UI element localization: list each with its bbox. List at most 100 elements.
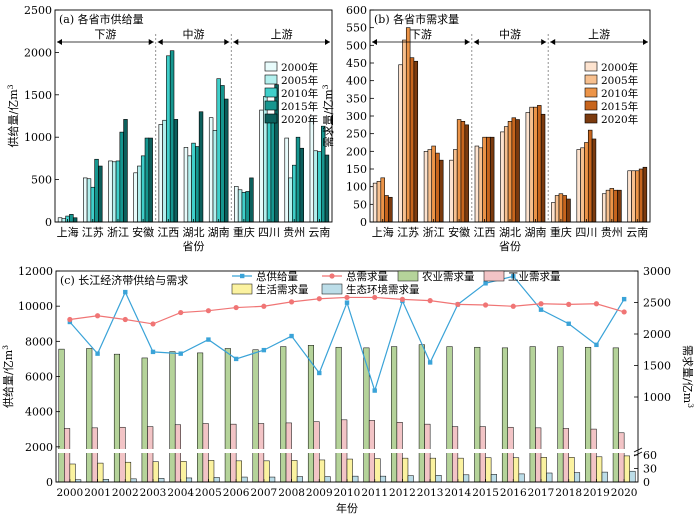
y-tick-label: 1000 <box>24 131 52 144</box>
y-axis-title: 供给量/亿m3 <box>1 345 16 408</box>
x-tick-label: 云南 <box>308 226 330 239</box>
bar-2005年 <box>288 177 293 223</box>
x-tick-label: 2007 <box>250 487 277 499</box>
bar-农业需求量 <box>197 352 204 483</box>
legend-marker <box>240 273 245 279</box>
legend-label: 生态环境需求量 <box>346 283 420 296</box>
x-tick-label: 2006 <box>223 487 250 499</box>
bar-2020年 <box>617 189 622 223</box>
marker-总供给量 <box>483 281 488 286</box>
axis-break <box>57 449 637 453</box>
bar-生活需求量 <box>69 463 76 483</box>
bar-2005年 <box>631 170 636 223</box>
bar-生态环境需求量 <box>407 475 414 483</box>
bar-2000年 <box>372 182 378 223</box>
arrow-head <box>148 39 154 45</box>
legend-swatch <box>264 100 278 111</box>
bar-2000年 <box>423 151 429 223</box>
marker-总供给量 <box>178 351 183 356</box>
bar-生活需求量 <box>235 460 242 483</box>
y-right-tick-label: 3000 <box>643 265 671 278</box>
bar-生活需求量 <box>346 458 353 483</box>
panel-title: (b) 各省市需求量 <box>374 12 459 26</box>
arrow-head <box>372 39 377 45</box>
y-tick-label: 600 <box>346 4 367 17</box>
marker-总供给量 <box>594 342 599 348</box>
bar-2010年 <box>90 186 95 223</box>
x-tick-label: 安徽 <box>132 225 154 239</box>
bar-工业需求量 <box>562 428 569 483</box>
y-tick-label: 300 <box>346 110 367 123</box>
bar-农业需求量 <box>474 346 481 483</box>
marker-总供给量 <box>621 296 627 302</box>
region-label: 上游 <box>588 28 610 41</box>
legend-label: 总需求量 <box>346 270 388 283</box>
bar-农业需求量 <box>585 346 592 483</box>
x-tick-label: 贵州 <box>601 226 623 239</box>
marker-总供给量 <box>206 337 211 342</box>
bar-工业需求量 <box>507 426 514 483</box>
bar-2000年 <box>576 149 581 223</box>
bar-农业需求量 <box>335 346 342 483</box>
legend-swatch <box>264 87 278 98</box>
bar-2000年 <box>284 137 289 223</box>
marker-总供给量 <box>150 349 156 355</box>
y-tick-label: 500 <box>31 174 52 187</box>
bar-2010年 <box>115 160 121 223</box>
bar-农业需求量 <box>169 351 176 483</box>
marker-总需求量 <box>233 304 239 311</box>
bar-2020年 <box>388 196 393 223</box>
bar-2020年 <box>439 159 444 223</box>
bar-2010年 <box>609 188 615 223</box>
bar-2020年 <box>566 198 571 223</box>
bar-2005年 <box>61 218 67 223</box>
bar-生态环境需求量 <box>241 476 248 483</box>
bar-工业需求量 <box>535 427 542 483</box>
legend-label: 生活需求量 <box>256 283 309 296</box>
y-tick-label: 4000 <box>25 406 53 419</box>
bar-工业需求量 <box>147 426 154 483</box>
bar-农业需求量 <box>501 347 508 483</box>
legend-label: 2010年 <box>281 87 318 100</box>
bar-2010年 <box>191 142 196 223</box>
bar-2020年 <box>72 217 78 223</box>
legend-label: 2020年 <box>281 113 318 126</box>
x-tick-label: 2003 <box>140 487 167 499</box>
x-tick-label: 2014 <box>444 487 471 499</box>
bar-2015年 <box>220 85 225 223</box>
marker-总供给量 <box>566 321 571 326</box>
marker-总需求量 <box>399 296 406 302</box>
bar-2020年 <box>224 98 229 223</box>
bar-2015年 <box>195 146 200 223</box>
bar-2015年 <box>486 136 491 223</box>
bar-生活需求量 <box>374 458 381 483</box>
bar-2010年 <box>292 164 297 223</box>
bar-生态环境需求量 <box>601 471 608 483</box>
bar-2005年 <box>237 189 243 223</box>
bar-生活需求量 <box>319 459 326 483</box>
marker-总需求量 <box>455 301 461 307</box>
bar-工业需求量 <box>618 432 625 483</box>
marker-总供给量 <box>95 351 100 356</box>
bar-2000年 <box>108 160 113 223</box>
legend-swatch <box>264 74 278 85</box>
y-right-tick-label: 60 <box>643 449 657 462</box>
bar-农业需求量 <box>113 353 120 483</box>
x-tick-label: 2002 <box>112 487 139 499</box>
bar-工业需求量 <box>119 426 126 483</box>
legend-label: 工业需求量 <box>508 271 561 283</box>
bar-2015年 <box>144 137 150 223</box>
bar-农业需求量 <box>612 347 619 483</box>
bar-2005年 <box>427 149 433 223</box>
x-tick-label: 2000 <box>56 487 83 499</box>
bar-2000年 <box>83 177 88 223</box>
x-tick-label: 湖北 <box>499 226 521 239</box>
marker-总需求量 <box>510 303 516 309</box>
bar-2000年 <box>259 109 264 223</box>
bar-生活需求量 <box>152 461 159 483</box>
x-tick-label: 湖北 <box>183 226 205 239</box>
marker-总需求量 <box>372 294 378 301</box>
plot-frame <box>369 9 651 223</box>
arrow-head <box>325 39 330 45</box>
